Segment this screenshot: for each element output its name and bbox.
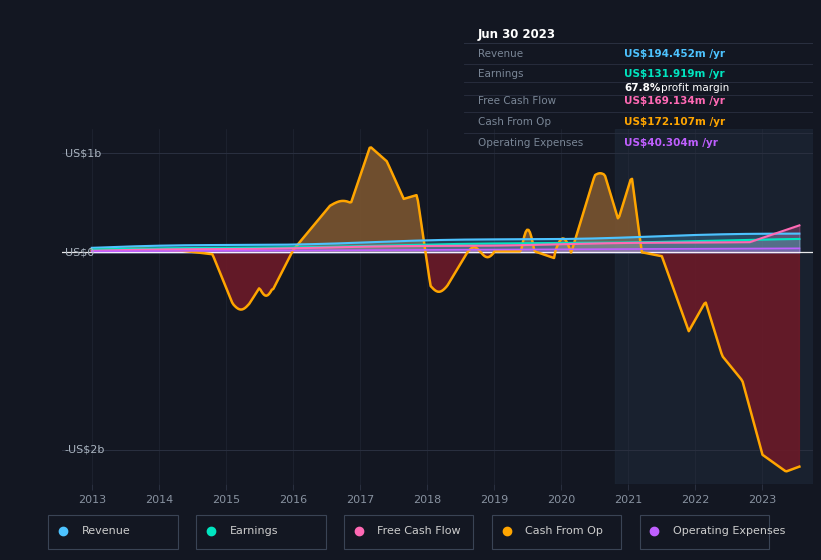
Text: Free Cash Flow: Free Cash Flow [378, 526, 461, 536]
Bar [615, 129, 813, 484]
Text: Earnings: Earnings [478, 69, 523, 79]
Text: Revenue: Revenue [478, 49, 523, 59]
Text: US$131.919m /yr: US$131.919m /yr [624, 69, 725, 79]
Text: -US$2b: -US$2b [65, 445, 105, 455]
Text: Earnings: Earnings [230, 526, 278, 536]
Text: Revenue: Revenue [82, 526, 131, 536]
Text: Jun 30 2023: Jun 30 2023 [478, 27, 556, 40]
Text: Free Cash Flow: Free Cash Flow [478, 96, 556, 106]
Text: Cash From Op: Cash From Op [478, 117, 551, 127]
Text: Cash From Op: Cash From Op [525, 526, 603, 536]
Text: profit margin: profit margin [661, 83, 729, 94]
Text: US$194.452m /yr: US$194.452m /yr [624, 49, 726, 59]
Text: 67.8%: 67.8% [624, 83, 661, 94]
Text: US$40.304m /yr: US$40.304m /yr [624, 138, 718, 148]
Text: US$169.134m /yr: US$169.134m /yr [624, 96, 725, 106]
Text: US$172.107m /yr: US$172.107m /yr [624, 117, 726, 127]
Text: Operating Expenses: Operating Expenses [478, 138, 583, 148]
Text: Operating Expenses: Operating Expenses [673, 526, 785, 536]
Text: US$0: US$0 [65, 248, 94, 257]
Text: US$1b: US$1b [65, 148, 101, 158]
